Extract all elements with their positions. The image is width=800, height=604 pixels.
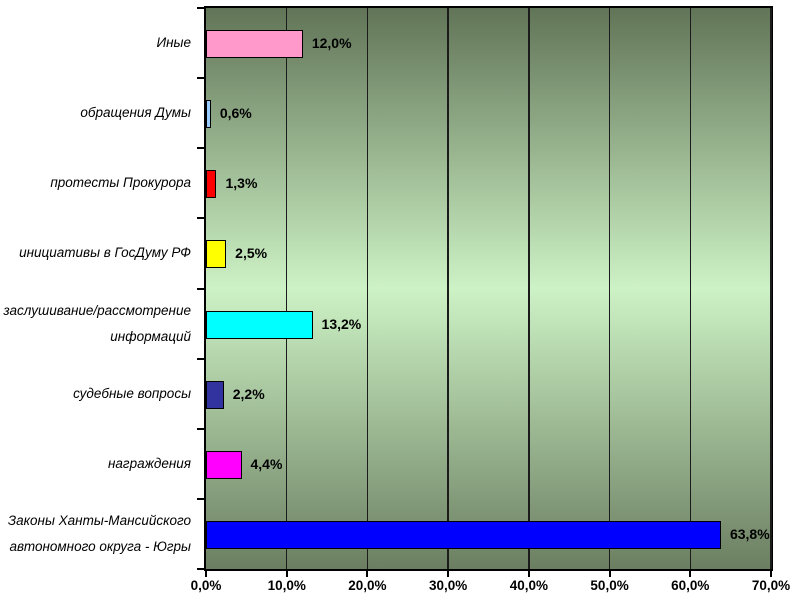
category-label-line: информаций xyxy=(110,328,191,344)
gridline xyxy=(285,8,288,569)
value-label-2: 1,3% xyxy=(225,175,258,192)
y-axis-tick xyxy=(197,147,206,150)
category-label-line: судебные вопросы xyxy=(73,385,191,401)
category-label-6: награждения xyxy=(0,429,197,499)
x-axis-tick-label: 30,0% xyxy=(429,578,468,593)
y-axis-tick xyxy=(197,7,206,9)
bar-6 xyxy=(206,450,242,479)
value-label-3: 2,5% xyxy=(235,245,268,262)
y-axis-tick xyxy=(197,357,206,360)
category-label-4: заслушивание/рассмотрение информаций xyxy=(0,289,197,359)
x-axis-tick-label: 40,0% xyxy=(509,578,548,593)
category-label-7: Законы Ханты-Мансийского автономного окру… xyxy=(0,499,197,569)
x-axis-tick-label: 20,0% xyxy=(348,578,387,593)
bar-7 xyxy=(206,520,721,549)
gridline xyxy=(770,8,772,569)
value-label-6: 4,4% xyxy=(250,455,283,472)
y-axis-tick xyxy=(197,568,206,570)
x-axis-tick-label: 60,0% xyxy=(671,578,710,593)
category-label-1: обращения Думы xyxy=(0,78,197,148)
gridline xyxy=(608,8,611,569)
gridline xyxy=(689,8,692,569)
x-axis-tick xyxy=(689,569,692,577)
value-label-7: 63,8% xyxy=(729,525,770,542)
y-axis-tick xyxy=(197,217,206,220)
y-axis-tick xyxy=(197,497,206,500)
gridline xyxy=(528,8,530,569)
y-axis-tick xyxy=(197,77,206,80)
bar-4 xyxy=(206,310,313,339)
category-label-line: обращения Думы xyxy=(80,105,191,121)
value-label-0: 12,0% xyxy=(311,35,352,52)
category-label-line: автономного округа - Югры xyxy=(9,538,191,554)
category-label-2: протесты Прокурора xyxy=(0,148,197,218)
category-labels: Иные обращения Думы протесты Прокурора иниц… xyxy=(0,8,197,569)
category-label-0: Иные xyxy=(0,8,197,78)
value-label-4: 13,2% xyxy=(321,315,362,332)
x-axis-tick xyxy=(205,569,207,577)
bar-1 xyxy=(206,100,211,129)
x-axis-tick-label: 10,0% xyxy=(267,578,306,593)
gridline xyxy=(447,8,449,569)
bar-2 xyxy=(206,170,217,199)
gridline xyxy=(366,8,369,569)
bar-3 xyxy=(206,240,227,269)
category-label-line: инициативы в ГосДуму РФ xyxy=(19,245,191,261)
x-axis-tick xyxy=(770,569,772,577)
category-label-3: инициативы в ГосДуму РФ xyxy=(0,218,197,288)
x-axis-tick xyxy=(447,569,450,577)
x-axis-tick xyxy=(608,569,611,577)
category-label-5: судебные вопросы xyxy=(0,359,197,429)
plot-area: 12,0% 0,6% 1,3% 2,5% 13,2% 2,2% 4,4% 63,8% xyxy=(197,6,773,577)
x-axis-tick xyxy=(285,569,288,577)
x-axis-labels: 0,0% 10,0% 20,0% 30,0% 40,0% 50,0% 60,0% 70,0% xyxy=(0,578,800,598)
bar-0 xyxy=(206,30,303,59)
x-axis-tick-label: 50,0% xyxy=(590,578,629,593)
category-label-line: Иные xyxy=(156,35,191,51)
category-label-line: Законы Ханты-Мансийского xyxy=(7,512,191,528)
category-label-line: награждения xyxy=(107,455,191,471)
category-label-line: протесты Прокурора xyxy=(50,175,191,191)
y-axis-tick xyxy=(197,427,206,430)
value-label-1: 0,6% xyxy=(219,105,252,122)
category-label-line: заслушивание/рассмотрение xyxy=(3,302,191,318)
bar-5 xyxy=(206,380,224,409)
x-axis-tick xyxy=(366,569,369,577)
y-axis-tick xyxy=(197,287,206,290)
x-axis-tick xyxy=(527,569,530,577)
x-axis-tick-label: 70,0% xyxy=(751,578,791,593)
x-axis-tick-label: 0,0% xyxy=(190,578,222,593)
value-label-5: 2,2% xyxy=(232,385,265,402)
